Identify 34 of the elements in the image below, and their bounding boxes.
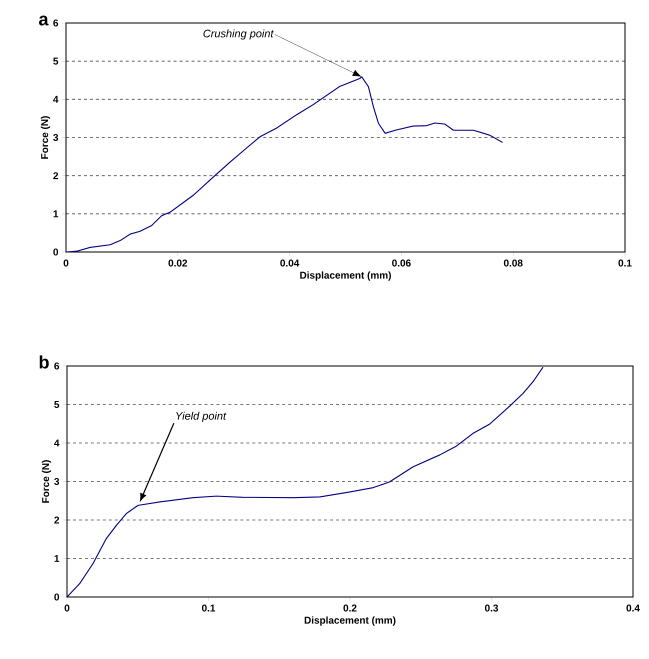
x-axis-title: Displacement (mm) xyxy=(300,271,391,281)
y-tick-label: 1 xyxy=(54,210,58,218)
x-tick-label: 0 xyxy=(64,260,68,267)
y-tick-label: 6 xyxy=(54,362,60,370)
x-tick-label: 0 xyxy=(64,604,70,612)
y-tick-label: 4 xyxy=(53,96,58,103)
x-tick-label: 0.4 xyxy=(626,604,640,612)
y-tick-label: 5 xyxy=(53,58,58,65)
x-tick-label: 0.2 xyxy=(343,604,357,612)
y-tick-label: 5 xyxy=(54,401,60,408)
annotation: Crushing point xyxy=(203,29,274,40)
y-tick-label: 0 xyxy=(54,593,60,601)
line-series xyxy=(67,366,544,597)
annotation: Yield point xyxy=(176,412,226,422)
y-tick-label: 3 xyxy=(54,478,60,486)
y-tick-label: 4 xyxy=(54,440,60,446)
x-axis-title: Displacement (mm) xyxy=(304,616,396,626)
chart-title: a xyxy=(39,16,49,26)
x-tick-label: 0.06 xyxy=(392,260,411,267)
x-tick-label: 0.1 xyxy=(618,260,632,267)
x-tick-label: 0.3 xyxy=(484,604,498,612)
y-tick-label: 2 xyxy=(53,172,58,180)
x-tick-label: 0.02 xyxy=(168,260,188,267)
y-axis-title: Force (N) xyxy=(42,460,52,503)
x-tick-label: 0.04 xyxy=(280,260,300,267)
y-tick-label: 2 xyxy=(54,516,60,524)
y-tick-label: 1 xyxy=(54,555,60,562)
y-tick-label: 3 xyxy=(53,134,58,142)
chart-title: b xyxy=(40,355,49,369)
y-tick-label: 6 xyxy=(53,19,58,27)
x-tick-label: 0.08 xyxy=(504,260,523,267)
y-tick-label: 0 xyxy=(53,248,58,256)
y-axis-title: Force (N) xyxy=(40,116,50,159)
x-tick-label: 0.1 xyxy=(202,604,216,612)
